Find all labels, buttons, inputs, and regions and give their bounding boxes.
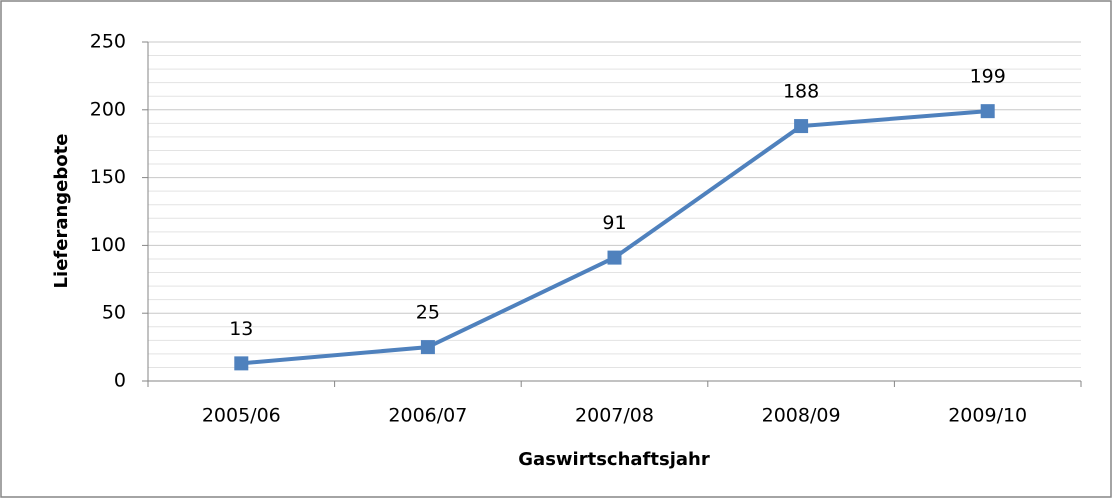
x-tick-label: 2005/06 <box>202 405 281 427</box>
x-tick-label: 2009/10 <box>948 405 1027 427</box>
x-tick-label: 2008/09 <box>762 405 841 427</box>
data-label: 13 <box>229 318 253 340</box>
y-axis-label: Lieferangebote <box>51 134 72 289</box>
y-tick-label: 50 <box>102 302 126 324</box>
data-label: 199 <box>970 66 1006 88</box>
marker <box>794 119 809 134</box>
y-tick-label: 250 <box>90 31 126 53</box>
y-tick-label: 150 <box>90 166 126 188</box>
x-tick-label: 2006/07 <box>388 405 467 427</box>
x-tick-label: 2007/08 <box>575 405 654 427</box>
y-tick-label: 200 <box>90 98 126 120</box>
y-tick-label: 100 <box>90 234 126 256</box>
x-axis-label: Gaswirtschaftsjahr <box>518 449 710 470</box>
data-label: 25 <box>416 302 440 324</box>
marker <box>607 250 622 265</box>
marker <box>980 104 995 119</box>
marker <box>420 340 435 355</box>
data-label: 91 <box>602 212 626 234</box>
marker <box>234 356 249 371</box>
y-tick-label: 0 <box>114 370 126 392</box>
data-label: 188 <box>783 81 819 103</box>
